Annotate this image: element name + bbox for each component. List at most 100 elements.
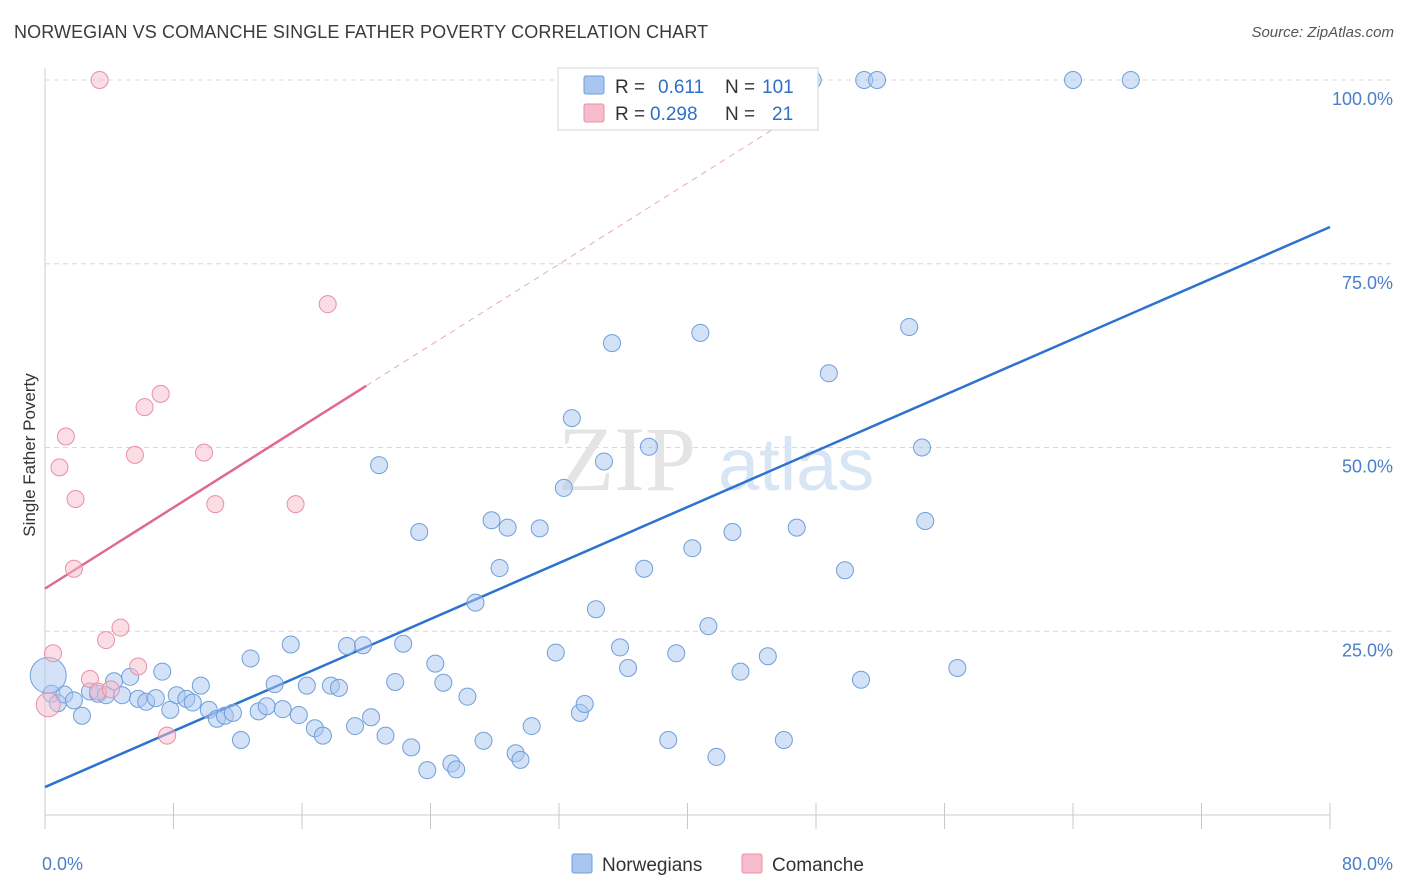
norwegians-point <box>948 659 967 677</box>
legend-r-value-2: 0.298 <box>650 104 698 125</box>
norwegians-point <box>554 478 573 497</box>
norwegians-point <box>659 731 678 750</box>
comanche-point <box>195 443 214 462</box>
norwegians-point <box>418 761 437 780</box>
norwegians-point <box>522 717 541 736</box>
legend-bottom-comanche: Comanche <box>772 855 864 876</box>
norwegians-point <box>362 708 381 727</box>
norwegians-point <box>731 662 750 681</box>
norwegians-point <box>289 706 308 725</box>
comanche-point <box>44 644 63 663</box>
norwegians-point <box>447 760 466 779</box>
norwegians-point <box>851 670 870 689</box>
legend-r-value-1: 0.611 <box>658 77 704 98</box>
norwegians-point <box>594 452 613 471</box>
trend-lines <box>44 101 1331 789</box>
norwegians-point <box>72 706 91 725</box>
norwegians-point <box>183 693 202 712</box>
norwegians-point <box>900 317 919 336</box>
norwegians-point <box>603 334 622 353</box>
comanche-point <box>318 295 337 314</box>
norwegians-point <box>313 726 332 745</box>
norwegians-point <box>231 731 250 750</box>
norwegians-point <box>402 738 421 757</box>
comanche-point <box>66 489 85 508</box>
comanche-point <box>56 427 75 446</box>
norwegians-point <box>758 647 777 666</box>
norwegians-point <box>787 518 806 537</box>
norwegians-point <box>1064 71 1082 89</box>
norwegians-point <box>575 695 594 714</box>
norwegians-point <box>29 656 67 694</box>
comanche-point <box>64 559 83 578</box>
legend-n-label-1: N = <box>725 77 755 98</box>
comanche-point <box>286 495 305 514</box>
legend-bottom-swatch-norwegians <box>571 853 593 874</box>
norwegians-point <box>913 438 932 457</box>
legend-swatch-norwegians <box>583 75 605 95</box>
norwegians-point <box>297 676 316 695</box>
norwegians-point <box>474 731 493 750</box>
comanche-point <box>111 618 130 637</box>
norwegians-point <box>273 700 292 719</box>
legend-n-value-2: 21 <box>772 104 793 125</box>
norwegians-point <box>723 523 742 542</box>
norwegians-point <box>386 672 405 691</box>
y-tick-label-2: 75.0% <box>1342 273 1393 293</box>
norwegians-point <box>868 71 887 89</box>
comanche-trend-line <box>44 384 367 590</box>
y-axis-label: Single Father Poverty <box>20 373 39 537</box>
norwegians-point <box>667 644 686 663</box>
norwegians-point <box>434 673 453 692</box>
norwegians-point <box>346 717 365 736</box>
norwegians-point <box>466 593 485 612</box>
norwegians-point <box>546 643 565 662</box>
legend-n-value-1: 101 <box>762 77 794 98</box>
norwegians-point <box>916 512 935 530</box>
comanche-point <box>50 458 69 477</box>
norwegians-point <box>370 456 389 475</box>
y-tick-label-3: 100.0% <box>1332 89 1393 109</box>
data-points <box>29 71 1140 780</box>
norwegians-point <box>611 638 630 657</box>
norwegians-point <box>257 697 276 716</box>
legend-r-label-1: R = <box>615 77 645 98</box>
comanche-point <box>151 384 170 403</box>
norwegians-point <box>835 561 854 580</box>
legend-bottom-swatch-comanche <box>741 853 763 874</box>
norwegians-point <box>699 617 718 636</box>
watermark-zip: ZIP <box>558 408 696 510</box>
norwegians-point <box>707 747 726 766</box>
legend-r-label-2: R = <box>615 104 645 125</box>
legend-bottom-norwegians: Norwegians <box>602 855 702 876</box>
legend-top: R = 0.611 N = 101 R = 0.298 N = 21 <box>557 67 819 131</box>
norwegians-point <box>241 649 260 668</box>
comanche-point <box>101 680 120 699</box>
norwegians-point <box>530 519 549 538</box>
comanche-point <box>206 495 225 514</box>
norwegians-point <box>223 703 242 722</box>
norwegians-point <box>691 323 710 342</box>
legend-bottom: Norwegians Comanche <box>571 853 864 876</box>
norwegians-trend-line <box>44 225 1331 789</box>
norwegians-point <box>511 750 530 769</box>
norwegians-point <box>354 636 373 655</box>
y-tick-label-1: 50.0% <box>1342 457 1393 477</box>
norwegians-point <box>490 559 509 578</box>
comanche-point <box>135 398 154 417</box>
norwegians-point <box>394 634 413 653</box>
norwegians-point <box>562 409 581 428</box>
comanche-point <box>35 692 61 718</box>
norwegians-point <box>458 687 477 706</box>
x-tick-label-1: 80.0% <box>1342 854 1393 874</box>
norwegians-point <box>619 659 638 677</box>
chart-title: NORWEGIAN VS COMANCHE SINGLE FATHER POVE… <box>14 22 709 42</box>
norwegians-point <box>1121 71 1140 89</box>
norwegians-point <box>683 539 702 558</box>
comanche-point <box>90 71 109 89</box>
comanche-trend-extension <box>365 101 817 387</box>
norwegians-point <box>281 635 300 654</box>
norwegians-point <box>426 654 445 673</box>
tick-labels: 25.0% 50.0% 75.0% 100.0% 0.0% 80.0% <box>42 89 1393 874</box>
